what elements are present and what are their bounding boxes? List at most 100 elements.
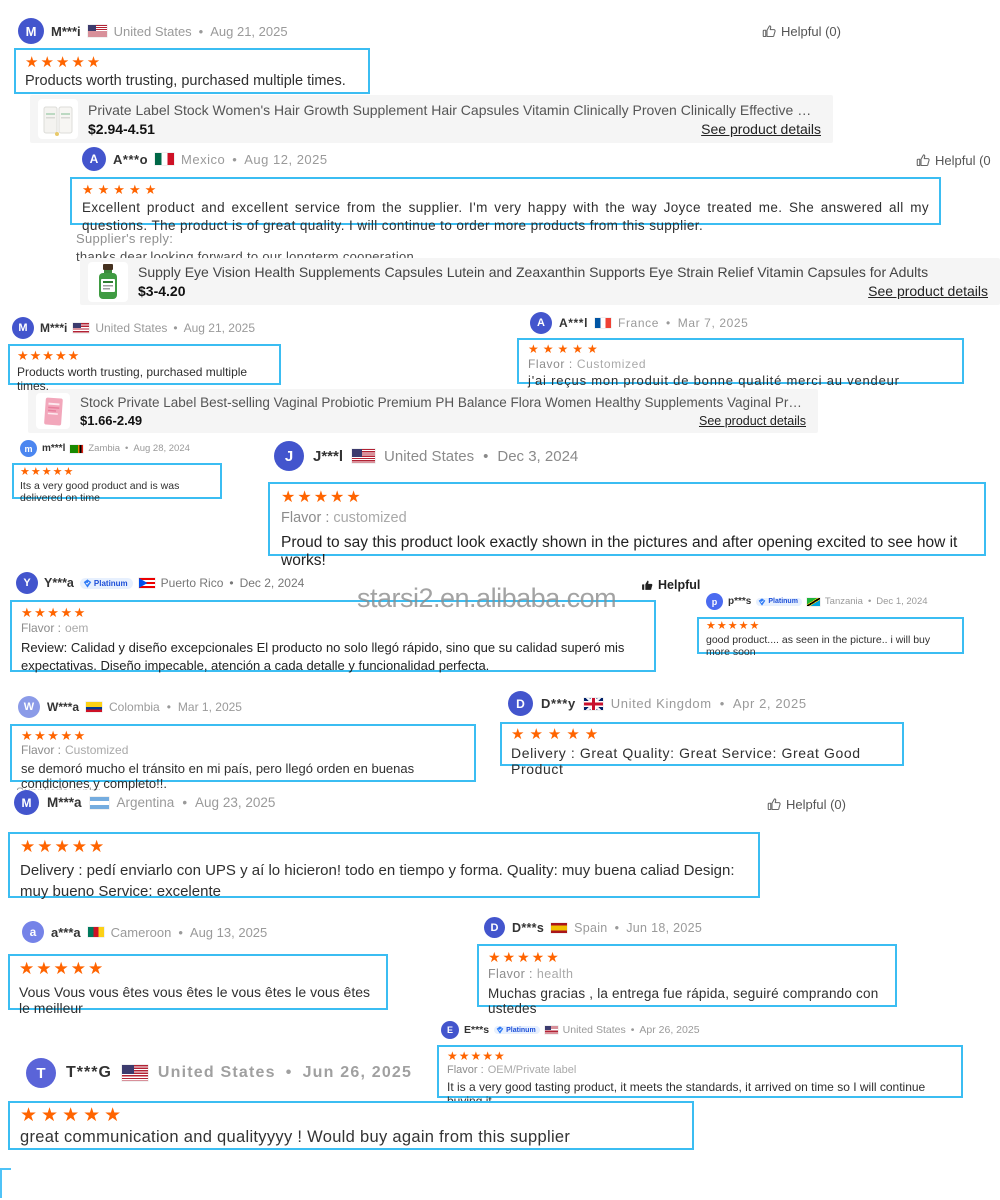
review-card: T T***G United States • Jun 26, 2025 ★★★… [8,1058,718,1150]
see-product-details-link[interactable]: See product details [698,413,806,428]
product-row[interactable]: Stock Private Label Best-selling Vaginal… [28,389,818,433]
review-header: M M***i United States • Aug 21, 2025 [18,18,634,44]
separator: • [483,447,489,465]
review-date: Apr 2, 2025 [732,696,807,711]
flag-united-states-icon [352,449,376,463]
avatar: T [26,1058,56,1088]
reviewer-name: a***a [51,924,81,940]
platinum-badge: Platinum [79,577,133,589]
avatar: A [82,147,106,171]
flavor-line: Flavor : customized [281,510,973,526]
review-box: ★★★★★ Delivery : Great Quality: Great Se… [500,722,904,777]
product-row[interactable]: Private Label Stock Women's Hair Growth … [30,95,833,143]
eye-vision-bottle-image [99,263,117,299]
review-header: D D***s Spain • Jun 18, 2025 [484,917,922,938]
review-box: ★★★★★ Vous Vous vous êtes vous êtes le v… [8,954,388,1016]
thumbs-up-icon [767,797,782,812]
reviewer-name: M***a [47,795,82,810]
separator: • [719,696,725,711]
review-text: Vous Vous vous êtes vous êtes le vous êt… [19,984,370,1016]
reviewer-country: Spain [574,920,608,935]
thumbs-up-icon [916,153,931,168]
flag-mexico-icon [155,153,175,165]
review-date: Dec 2, 2024 [239,576,305,590]
review-date: Jun 18, 2025 [626,920,703,935]
flag-united-states-icon [544,1026,558,1034]
reviewer-name: M***i [40,321,68,335]
platinum-label: Platinum [506,1026,536,1034]
helpful-label: Helpful (0) [781,24,841,39]
reviewer-country: Puerto Rico [160,576,224,590]
reviewer-name: p***s [728,596,752,607]
review-text: great communication and qualityyyy ! Wou… [20,1128,571,1146]
separator: • [182,795,188,810]
reviewer-country: Tanzania [824,596,863,607]
reviewer-name: D***y [541,696,576,711]
star-rating: ★★★★★ [17,348,81,363]
flavor-value: OEM/Private label [487,1064,577,1076]
star-rating: ★★★★★ [511,726,604,743]
see-product-details-link[interactable]: See product details [868,283,988,299]
review-text: Excellent product and excellent service … [82,200,929,234]
flag-united-states-icon [87,25,107,37]
review-card: M M***a Argentina • Aug 23, 2025 ★★★★★ D… [8,790,783,900]
avatar: E [441,1021,459,1039]
review-header: W W***a Colombia • Mar 1, 2025 [18,696,500,718]
star-rating: ★★★★★ [20,1105,126,1126]
star-rating: ★★★★★ [447,1049,506,1063]
star-rating: ★★★★★ [488,949,561,965]
helpful-button[interactable]: Helpful (0) [767,797,846,812]
helpful-button[interactable]: Helpful (0) [762,24,841,39]
review-text: Delivery : pedí enviarlo con UPS y aí lo… [20,862,735,900]
review-date: Aug 12, 2025 [244,151,328,167]
avatar: Y [16,572,38,594]
reviewer-name: Y***a [44,576,74,590]
platinum-label: Platinum [93,578,128,588]
flavor-label: Flavor : [21,743,62,757]
review-header: Y Y***a Platinum Puerto Rico • Dec 2, 20… [16,572,670,594]
product-thumbnail [38,99,78,139]
review-header: a a***a Cameroon • Aug 13, 2025 [22,921,418,943]
product-price: $2.94-4.51 [88,120,155,137]
separator: • [232,151,238,167]
product-row[interactable]: Supply Eye Vision Health Supplements Cap… [80,258,1000,305]
star-rating: ★★★★★ [21,728,87,743]
platinum-diamond-icon [496,1026,504,1034]
flavor-value: oem [65,621,89,635]
reviewer-country: France [618,316,659,330]
avatar: W [18,696,40,718]
separator: • [178,924,183,940]
reviewer-country: Cameroon [110,924,172,940]
flag-france-icon [595,318,612,328]
separator: • [614,920,620,935]
helpful-button[interactable]: Helpful [641,578,700,592]
review-box: ★★★★★ Flavor : health Muchas gracias , la… [477,944,897,1016]
review-header: E E***s Platinum United States • Apr 26,… [441,1021,982,1039]
review-text: Proud to say this product look exactly s… [281,534,958,569]
review-card: Y Y***a Platinum Puerto Rico • Dec 2, 20… [10,572,670,674]
flag-spain-icon [551,922,568,933]
reviewer-name: M***i [51,23,81,39]
review-card: D D***y United Kingdom • Apr 2, 2025 ★★★… [500,691,930,777]
helpful-button[interactable]: Helpful (0 [916,153,991,168]
flag-united-states-icon [121,1065,148,1081]
avatar: m [20,440,37,457]
reviewer-country: United Kingdom [610,696,712,711]
flavor-label: Flavor : [447,1064,484,1076]
helpful-label: Helpful (0) [786,797,846,812]
see-product-details-link[interactable]: See product details [701,120,821,137]
thumbs-up-icon [641,579,654,592]
separator: • [173,321,178,335]
review-header: A A***o Mexico • Aug 12, 2025 [82,147,975,171]
review-card: A A***l France • Mar 7, 2025 ★★★★★ Flavo… [517,312,987,388]
flavor-value: health [536,967,574,981]
review-text: j'ai reçus mon produit de bonne qualité … [528,373,900,388]
review-date: Aug 13, 2025 [189,924,268,940]
reviewer-country: United States [157,1064,276,1081]
review-text: Review: Calidad y diseño excepcionales E… [21,640,625,674]
platinum-label: Platinum [768,598,798,605]
product-title: Stock Private Label Best-selling Vaginal… [80,394,806,410]
product-title: Private Label Stock Women's Hair Growth … [88,101,821,118]
review-date: Aug 23, 2025 [195,795,276,810]
review-card: m m***l Zambia • Aug 28, 2024 ★★★★★ Its … [12,440,322,504]
